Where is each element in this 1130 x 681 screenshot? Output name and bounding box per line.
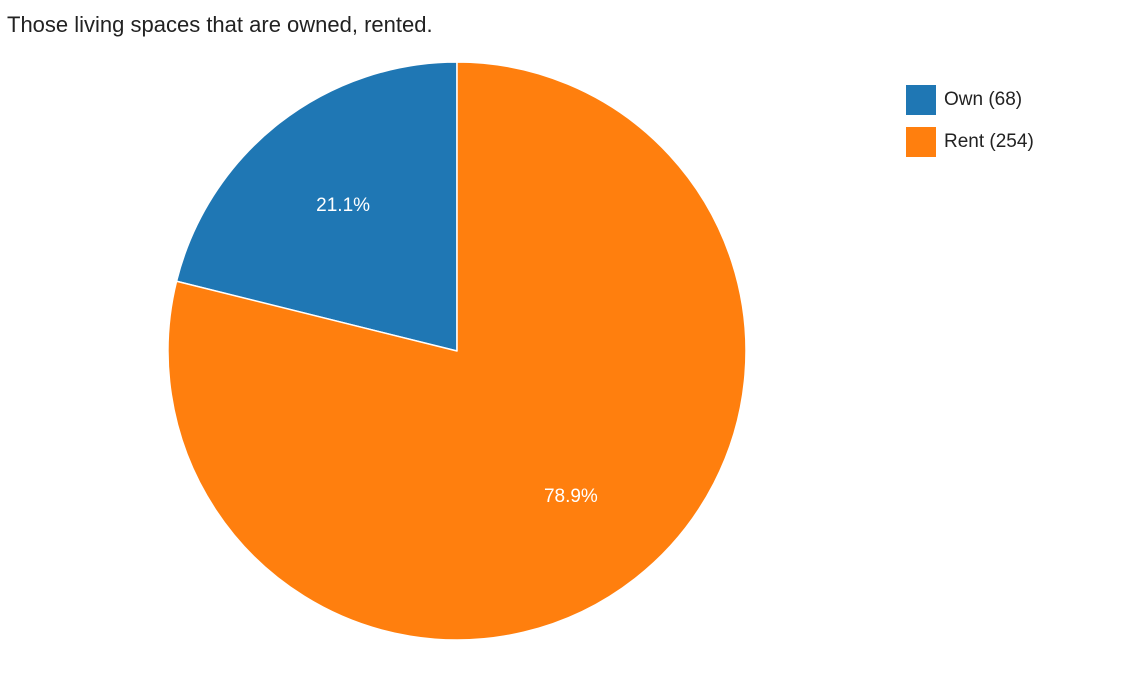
legend: Own (68) Rent (254) — [906, 85, 1034, 169]
legend-item-own: Own (68) — [906, 85, 1034, 115]
chart-title: Those living spaces that are owned, rent… — [7, 12, 433, 37]
pie-slices — [167, 61, 747, 641]
slice-percent-label-rent: 78.9% — [544, 486, 598, 507]
legend-label-own: Own (68) — [944, 89, 1023, 110]
pie-slice-own — [175, 61, 458, 352]
legend-item-rent: Rent (254) — [906, 127, 1034, 157]
legend-label-rent: Rent (254) — [944, 131, 1034, 152]
legend-swatch-rent — [906, 127, 936, 157]
legend-swatch-own — [906, 85, 936, 115]
pie-slice-rent — [167, 61, 747, 641]
pie-labels: 21.1% 78.9% — [316, 195, 598, 507]
slice-percent-label-own: 21.1% — [316, 195, 370, 216]
